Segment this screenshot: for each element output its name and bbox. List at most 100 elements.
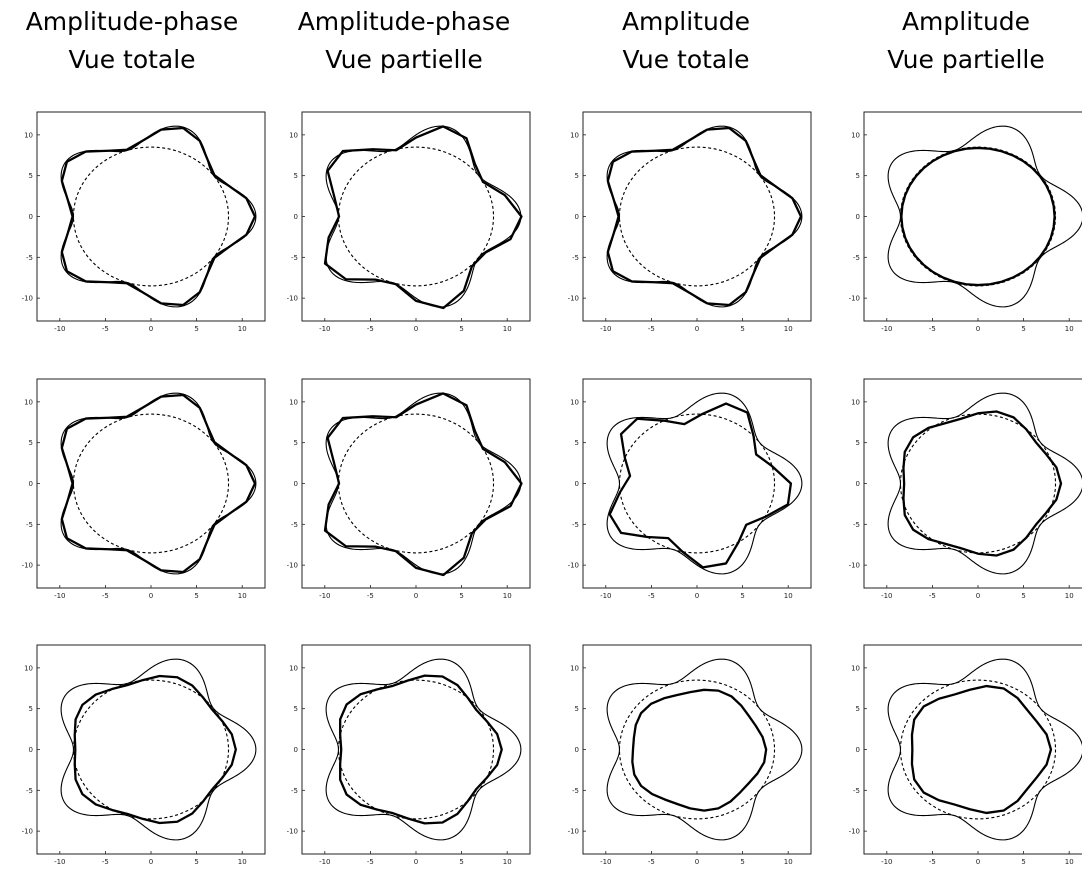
x-tick-label: 5	[459, 592, 463, 600]
y-tick-label: 5	[29, 439, 33, 447]
y-tick-label: -5	[853, 521, 860, 529]
reference-shape-curve	[607, 659, 802, 840]
x-tick-label: -10	[54, 325, 65, 333]
y-tick-label: -10	[22, 828, 33, 836]
y-tick-label: 5	[29, 172, 33, 180]
y-tick-label: 0	[294, 746, 298, 754]
y-tick-label: -10	[568, 562, 579, 570]
reference-shape-curve	[61, 659, 256, 840]
x-tick-label: -5	[367, 592, 374, 600]
y-tick-label: -10	[568, 295, 579, 303]
plot-frame	[864, 379, 1082, 588]
x-tick-label: 0	[976, 858, 980, 866]
x-tick-label: -5	[929, 325, 936, 333]
plot-frame	[302, 112, 530, 321]
column-title-4-line-1: Amplitude	[902, 7, 1030, 36]
x-tick-label: 5	[1021, 858, 1025, 866]
reference-shape-curve	[888, 393, 1082, 574]
x-tick-label: 10	[238, 325, 247, 333]
y-tick-label: 0	[29, 746, 33, 754]
plot-frame	[302, 645, 530, 854]
x-tick-label: -5	[929, 592, 936, 600]
y-tick-label: -5	[291, 521, 298, 529]
reconstruction-curve	[325, 393, 521, 575]
plot-panel-r2-c3: -10 -5 0 5 10 10 5 0 -5 -10	[568, 379, 811, 600]
x-tick-label: -5	[648, 858, 655, 866]
x-tick-label: 10	[784, 592, 793, 600]
reference-shape-curve	[888, 126, 1082, 307]
x-tick-label: 10	[1065, 325, 1074, 333]
x-tick-label: 0	[414, 592, 418, 600]
plot-frame	[583, 112, 811, 321]
y-tick-label: 10	[24, 398, 33, 406]
initial-guess-circle	[73, 414, 228, 553]
reference-shape-curve	[326, 659, 521, 840]
column-title-2-line-1: Amplitude-phase	[298, 7, 511, 36]
plot-panel-r1-c4: -10 -5 0 5 10 10 5 0 -5 -10	[849, 112, 1082, 333]
y-tick-label: 0	[294, 480, 298, 488]
x-tick-label: 0	[976, 325, 980, 333]
y-tick-label: 0	[856, 746, 860, 754]
y-tick-label: 10	[851, 664, 860, 672]
plot-frame	[37, 645, 265, 854]
y-tick-label: -5	[572, 521, 579, 529]
column-title-1-line-2: Vue totale	[68, 45, 195, 74]
plot-panel-r3-c2: -10 -5 0 5 10 10 5 0 -5 -10	[287, 645, 530, 866]
plot-panel-r2-c1: -10 -5 0 5 10 10 5 0 -5 -10	[22, 379, 265, 600]
y-tick-label: 10	[289, 664, 298, 672]
y-tick-label: 5	[856, 172, 860, 180]
plot-panel-r3-c3: -10 -5 0 5 10 10 5 0 -5 -10	[568, 645, 811, 866]
x-tick-label: -5	[367, 858, 374, 866]
x-tick-label: 5	[740, 858, 744, 866]
x-tick-label: -10	[319, 592, 330, 600]
y-tick-label: 0	[294, 213, 298, 221]
y-tick-label: -5	[853, 254, 860, 262]
reconstruction-curve	[903, 411, 1061, 555]
y-tick-label: -5	[26, 254, 33, 262]
y-tick-label: 5	[575, 439, 579, 447]
x-tick-label: 10	[503, 592, 512, 600]
y-tick-label: 5	[294, 439, 298, 447]
x-tick-label: 10	[238, 858, 247, 866]
x-tick-label: 0	[414, 858, 418, 866]
column-titles: Amplitude-phaseVue totaleAmplitude-phase…	[26, 7, 1045, 74]
plot-frame	[37, 112, 265, 321]
x-tick-label: 5	[1021, 325, 1025, 333]
y-tick-label: -10	[568, 828, 579, 836]
x-tick-label: -10	[600, 858, 611, 866]
plot-panel-r1-c3: -10 -5 0 5 10 10 5 0 -5 -10	[568, 112, 811, 333]
plot-panels: -10 -5 0 5 10 10 5 0 -5 -10 -10 -5 0 5 10 10 5 0 -5 -10 -10 -…	[22, 112, 1082, 866]
x-tick-label: 10	[1065, 858, 1074, 866]
x-tick-label: 10	[784, 858, 793, 866]
y-tick-label: -10	[849, 828, 860, 836]
y-tick-label: -5	[853, 787, 860, 795]
x-tick-label: -5	[102, 325, 109, 333]
reconstruction-curve	[62, 128, 255, 305]
x-tick-label: 0	[414, 325, 418, 333]
x-tick-label: 10	[238, 592, 247, 600]
reconstruction-curve	[325, 126, 521, 308]
x-tick-label: -10	[319, 325, 330, 333]
x-tick-label: 0	[149, 858, 153, 866]
plot-frame	[302, 379, 530, 588]
x-tick-label: 10	[503, 325, 512, 333]
y-tick-label: -10	[22, 562, 33, 570]
column-title-4-line-2: Vue partielle	[887, 45, 1044, 74]
reconstruction-curve	[62, 395, 255, 572]
reference-shape-curve	[607, 126, 802, 307]
reconstruction-curve	[632, 690, 766, 811]
x-tick-label: -10	[600, 325, 611, 333]
y-tick-label: 0	[575, 213, 579, 221]
y-tick-label: -5	[572, 254, 579, 262]
initial-guess-circle	[619, 680, 774, 819]
reconstruction-curve	[912, 686, 1051, 813]
y-tick-label: 10	[289, 131, 298, 139]
x-tick-label: 10	[784, 325, 793, 333]
y-tick-label: 10	[570, 664, 579, 672]
reference-shape-curve	[61, 126, 256, 307]
initial-guess-circle	[338, 147, 493, 286]
x-tick-label: -10	[54, 858, 65, 866]
reconstruction-curve	[608, 128, 801, 305]
plot-frame	[864, 112, 1082, 321]
x-tick-label: -5	[929, 858, 936, 866]
